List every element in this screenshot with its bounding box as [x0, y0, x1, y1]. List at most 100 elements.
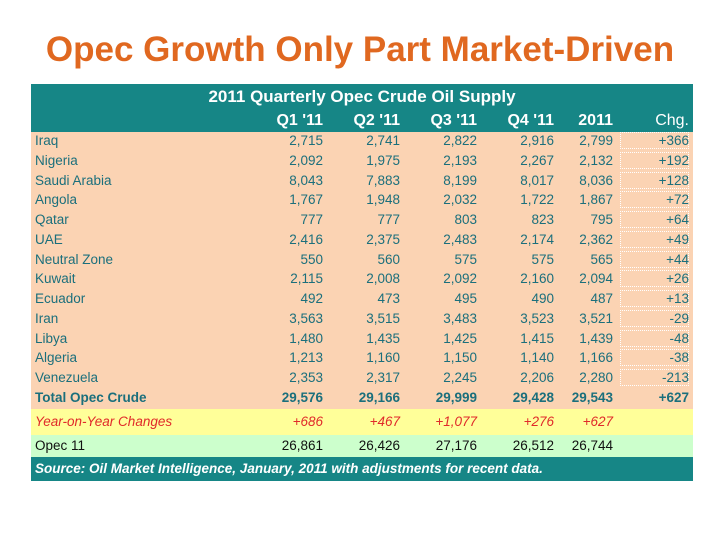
table-cell: Saudi Arabia	[35, 172, 112, 188]
column-header: Q2 '11	[353, 112, 400, 129]
table-cell: +26	[666, 271, 689, 287]
yoy-cell: +276	[523, 414, 554, 429]
table-cell: Qatar	[35, 212, 69, 227]
chg-box	[620, 171, 689, 189]
table-cell: 7,883	[366, 172, 400, 188]
table-cell: 1,160	[366, 350, 400, 366]
table-cell: -213	[661, 370, 689, 385]
table-cell: 560	[377, 251, 400, 267]
chg-box	[620, 329, 689, 347]
table-cell: Iraq	[35, 133, 59, 148]
table-cell: +49	[666, 231, 689, 247]
table-cell: 1,415	[520, 330, 554, 346]
opec11-cell: 27,176	[435, 438, 477, 453]
table-cell: 2,416	[289, 231, 323, 247]
chg-box	[620, 369, 689, 386]
table-cell: 8,017	[520, 172, 554, 188]
chg-box	[620, 132, 689, 149]
yoy-cell: +1,077	[435, 414, 477, 429]
table-cell: 2,267	[520, 152, 554, 168]
opec11-band	[31, 435, 693, 457]
column-header: 2011	[578, 112, 613, 129]
table-cell: 2,715	[289, 133, 323, 148]
table-cell: Iran	[35, 310, 59, 326]
table-cell: 2,280	[579, 370, 613, 385]
source-band	[31, 457, 693, 481]
total-cell: 29,576	[281, 390, 323, 405]
table-cell: 8,036	[579, 172, 613, 188]
total-cell: Total Opec Crude	[35, 390, 147, 405]
table-cell: 2,362	[579, 231, 613, 247]
table-cell: 2,353	[289, 370, 323, 385]
table-cell: 1,166	[579, 350, 613, 366]
table-cell: 2,916	[520, 133, 554, 148]
table-cell: 2,032	[443, 192, 477, 208]
table-cell: +128	[658, 172, 689, 188]
table-cell: UAE	[35, 231, 63, 247]
table-cell: Libya	[35, 330, 68, 346]
table-cell: 2,483	[443, 231, 477, 247]
table-cell: -29	[669, 310, 689, 326]
table-cell: 3,521	[579, 310, 613, 326]
table-cell: Nigeria	[35, 152, 78, 168]
yoy-band	[31, 409, 693, 435]
table-cell: 575	[454, 251, 477, 267]
table-cell: 2,092	[289, 152, 323, 168]
table-cell: +64	[666, 212, 689, 227]
table-cell: Venezuela	[35, 370, 99, 385]
chg-box	[620, 211, 689, 228]
table-cell: 823	[531, 212, 554, 227]
column-header: Q4 '11	[507, 112, 554, 129]
table-cell: 2,317	[366, 370, 400, 385]
opec11-cell: 26,744	[571, 438, 613, 453]
yoy-cell: Year-on-Year Changes	[35, 414, 173, 429]
table-cell: 2,799	[579, 133, 613, 148]
table-cell: 2,206	[520, 370, 554, 385]
table-cell: 1,975	[366, 152, 400, 168]
table-cell: +366	[658, 133, 689, 148]
opec11-cell: 26,426	[358, 438, 400, 453]
total-cell: +627	[658, 390, 689, 405]
table-cell: +192	[658, 152, 689, 168]
table-cell: 8,199	[443, 172, 477, 188]
table-cell: 3,483	[443, 310, 477, 326]
table-cell: Angola	[35, 192, 78, 208]
table-cell: 2,094	[579, 271, 613, 287]
header-band	[31, 84, 693, 132]
table-cell: 2,375	[366, 231, 400, 247]
table-cell: 1,948	[366, 192, 400, 208]
yoy-cell: +627	[582, 414, 613, 429]
table-cell: 777	[377, 212, 400, 227]
table-cell: 2,741	[366, 133, 400, 148]
table-cell: 8,043	[289, 172, 323, 188]
opec11-cell: 26,512	[512, 438, 554, 453]
table-cell: 1,150	[443, 350, 477, 366]
chg-box	[620, 250, 689, 268]
table-cell: +72	[666, 192, 689, 208]
table-title: 2011 Quarterly Opec Crude Oil Supply	[208, 87, 516, 106]
table-cell: 1,722	[520, 192, 554, 208]
table-cell: Algeria	[35, 350, 78, 366]
total-cell: 29,999	[435, 390, 477, 405]
table-cell: -48	[669, 330, 689, 346]
table-cell: 2,174	[520, 231, 554, 247]
table-cell: +13	[666, 291, 689, 306]
column-header: Chg.	[655, 112, 689, 129]
table-cell: 490	[531, 291, 554, 306]
table-cell: 2,245	[443, 370, 477, 385]
table-cell: 495	[454, 291, 477, 306]
table-cell: 1,213	[289, 350, 323, 366]
column-header: Q1 '11	[276, 112, 323, 129]
table-cell: 2,822	[443, 133, 477, 148]
table-cell: Neutral Zone	[35, 251, 114, 267]
table-cell: -38	[669, 350, 689, 366]
table-cell: 2,132	[579, 152, 613, 168]
yoy-cell: +686	[292, 414, 323, 429]
table-cell: +44	[666, 251, 689, 267]
table-cell: Ecuador	[35, 291, 86, 306]
table-cell: 492	[300, 291, 323, 306]
table-cell: 3,563	[289, 310, 323, 326]
chg-box	[620, 290, 689, 307]
total-cell: 29,166	[358, 390, 400, 405]
opec11-cell: Opec 11	[35, 438, 86, 453]
